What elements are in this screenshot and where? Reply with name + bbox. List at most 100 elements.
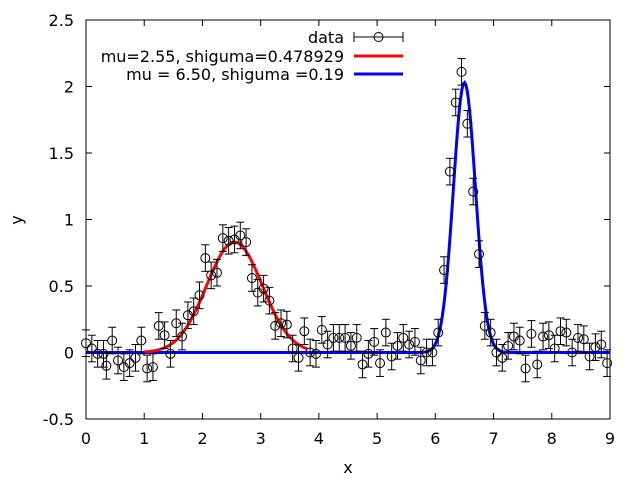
red-gaussian-curve — [144, 240, 308, 354]
data-point — [567, 347, 578, 358]
x-tick-label: 2 — [197, 429, 207, 448]
data-point — [165, 348, 176, 359]
data-point — [421, 347, 432, 358]
y-tick-label: -0.5 — [43, 410, 74, 429]
data-point — [596, 339, 607, 350]
data-point — [235, 230, 246, 241]
data-point — [107, 335, 118, 346]
data-point — [386, 351, 397, 362]
data-point — [392, 340, 403, 351]
data-point — [351, 332, 362, 343]
data-point — [345, 340, 356, 351]
data-point — [357, 359, 368, 370]
data-point — [590, 342, 601, 353]
data-point — [322, 339, 333, 350]
data-point — [293, 352, 304, 363]
data-point — [532, 359, 543, 370]
data-point — [363, 348, 374, 359]
x-tick-label: 7 — [488, 429, 498, 448]
y-tick-label: 0 — [64, 344, 74, 363]
data-point — [188, 306, 199, 317]
data-point — [561, 327, 572, 338]
legend-sample-data-marker — [373, 32, 384, 42]
data-point — [136, 335, 147, 346]
data-point — [142, 363, 153, 374]
y-tick-label: 2.5 — [49, 11, 74, 30]
data-point — [113, 355, 124, 366]
data-point — [415, 355, 426, 366]
data-point — [439, 265, 450, 276]
data-point — [380, 327, 391, 338]
data-point — [81, 338, 91, 349]
data-point — [316, 324, 327, 335]
x-axis-ticks: 0 1 2 3 4 5 6 7 8 9 — [81, 20, 615, 448]
x-tick-label: 5 — [372, 429, 382, 448]
data-point — [200, 253, 211, 264]
data-point — [572, 332, 583, 343]
legend: data mu=2.55, shiguma=0.478929 mu = 6.50… — [101, 28, 404, 84]
data-point — [578, 334, 589, 345]
fit-curves — [86, 79, 610, 354]
data-point — [468, 186, 479, 197]
data-point — [206, 270, 217, 281]
data-point — [258, 283, 269, 294]
data-point — [375, 358, 386, 369]
x-tick-label: 4 — [314, 429, 324, 448]
legend-label-red-fit: mu=2.55, shiguma=0.478929 — [101, 47, 344, 66]
data-point — [130, 352, 141, 363]
data-point — [86, 343, 97, 354]
y-tick-label: 0.5 — [49, 277, 74, 296]
data-points — [81, 58, 613, 383]
data-point — [334, 332, 345, 343]
data-point — [526, 328, 537, 339]
blue-gaussian-curve — [86, 79, 610, 354]
data-point — [503, 340, 514, 351]
data-point — [404, 339, 415, 350]
data-point — [398, 332, 409, 343]
data-point — [153, 320, 164, 331]
data-point — [101, 360, 112, 371]
data-point — [159, 330, 170, 341]
data-point — [264, 295, 275, 306]
data-point — [584, 351, 595, 362]
data-point — [270, 320, 281, 331]
data-point — [514, 335, 525, 346]
data-point — [340, 332, 351, 343]
legend-label-data: data — [308, 28, 344, 47]
data-point — [409, 336, 420, 347]
data-point — [281, 319, 292, 330]
data-point — [98, 348, 109, 359]
data-point — [212, 267, 222, 278]
data-point — [456, 66, 467, 77]
y-tick-label: 1.5 — [49, 144, 74, 163]
data-point — [479, 320, 490, 331]
data-point — [555, 326, 566, 337]
data-point — [520, 363, 531, 374]
data-point — [310, 348, 321, 359]
data-point — [369, 336, 380, 347]
data-point — [328, 332, 339, 343]
data-point — [246, 273, 257, 284]
data-point — [427, 347, 438, 358]
x-tick-label: 6 — [430, 429, 440, 448]
y-tick-label: 2 — [64, 78, 74, 97]
data-point — [474, 249, 484, 260]
data-point — [549, 343, 560, 354]
y-tick-label: 1 — [64, 211, 74, 230]
data-point — [299, 326, 310, 337]
data-point — [217, 233, 228, 244]
data-point — [538, 331, 549, 342]
data-point — [241, 237, 252, 248]
x-axis-label: x — [343, 458, 352, 477]
legend-label-blue-fit: mu = 6.50, shiguma =0.19 — [126, 65, 344, 84]
data-point — [287, 343, 298, 354]
data-point — [462, 118, 473, 129]
data-point — [444, 166, 455, 177]
data-point — [602, 358, 613, 369]
data-point — [497, 352, 508, 363]
y-axis-label: y — [7, 215, 26, 224]
x-tick-label: 3 — [256, 429, 266, 448]
data-point — [450, 97, 461, 108]
data-point — [223, 235, 234, 246]
